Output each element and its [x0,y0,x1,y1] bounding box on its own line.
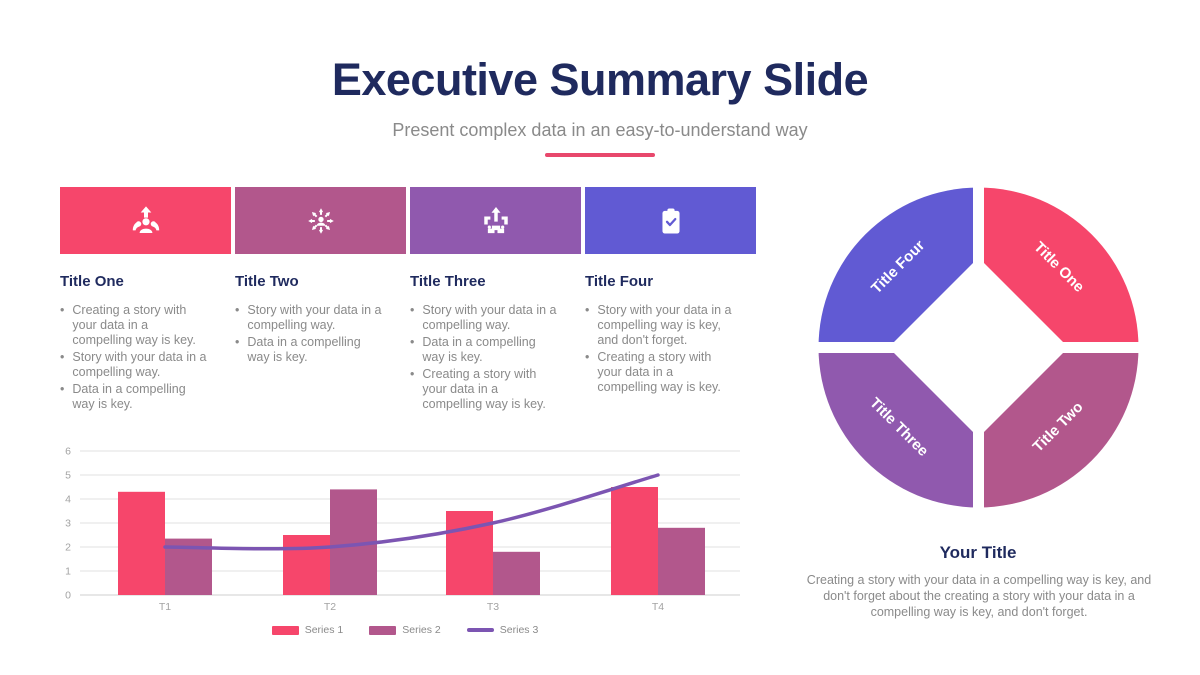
legend-label: Series 2 [402,624,441,636]
bar-series1 [611,487,658,595]
bar-series2 [658,527,705,595]
bar-series1 [283,535,330,595]
merge-arrows-icon [483,206,508,233]
legend-bar-swatch [271,625,299,635]
bullet-item: • Data in a compelling way is key. [60,382,186,411]
x-axis-tick-label: T1 [159,601,171,613]
accent-divider [545,153,655,157]
bullet-item: • Story with your data in a compelling wa… [410,303,557,332]
legend-label: Series 1 [304,624,344,636]
legend-line-swatch [466,628,494,632]
legend-item: Series 1 [271,624,344,636]
column-title: Title One [60,273,124,290]
y-axis-tick-label: 3 [65,518,71,530]
header-segment-three [410,187,581,254]
column-two: Title Two • Story with your data in a com… [235,273,406,414]
y-axis-tick-label: 0 [65,590,71,602]
bullet-list: • Story with your data in a compelling wa… [410,303,581,412]
bullet-list: • Story with your data in a compelling wa… [235,303,406,365]
bullet-item: • Creating a story with your data in a co… [60,303,196,347]
bullet-item: • Data in a compelling way is key. [235,335,361,364]
bar-line-chart: 0 1 2 3 4 5 6 T1 T2 T3 T4 [65,446,740,613]
bullet-glyph: • [60,350,65,364]
bullet-item: • Story with your data in a compelling wa… [60,350,207,379]
page-title: Executive Summary Slide [331,54,869,105]
person-expand-icon [306,206,335,235]
y-axis-tick-label: 2 [65,542,71,554]
bullet-item: • Creating a story with your data in a co… [410,367,546,411]
bullet-list: • Story with your data in a compelling wa… [585,303,756,395]
bullet-item: • Creating a story with your data in a co… [585,350,721,394]
legend-label: Series 3 [499,624,539,636]
column-three: Title Three • Story with your data in a c… [410,273,581,414]
line-series3 [163,473,660,551]
quadrant-cycle-diagram: Title One Title Two Title Three Title Fo… [815,183,1142,512]
x-axis-tick-label: T2 [324,601,336,613]
column-four: Title Four • Story with your data in a co… [585,273,756,414]
legend-bar-swatch [369,625,397,635]
column-one: Title One • Creating a story with your da… [60,273,231,414]
column-title: Title Three [410,273,486,290]
person-growth-icon [132,205,159,233]
legend-item: Series 3 [466,624,539,636]
bullet-glyph: • [585,350,590,364]
bullet-glyph: • [60,382,65,396]
y-axis-tick-label: 1 [65,566,71,578]
diagram-caption-description: Creating a story with your data in a com… [806,573,1152,619]
columns-row: Title One • Creating a story with your da… [60,273,756,414]
y-axis-tick-label: 6 [65,446,71,458]
column-title: Title Two [235,273,299,290]
header-segment-four [585,187,756,254]
page-subtitle: Present complex data in an easy-to-under… [392,120,808,140]
bullet-glyph: • [410,367,415,381]
clipboard-check-icon [661,207,680,234]
header-segment-one [60,187,231,254]
bar-series1 [118,491,165,595]
header-segment-two [235,187,406,254]
legend-item: Series 2 [369,624,441,636]
bullet-glyph: • [235,303,240,317]
bullet-item: • Story with your data in a compelling wa… [235,303,382,332]
chart-legend: Series 1 Series 2 Series 3 [60,624,750,636]
bullet-glyph: • [585,303,590,317]
x-axis-tick-label: T3 [487,601,499,613]
bullet-glyph: • [235,335,240,349]
column-title: Title Four [585,273,654,290]
icon-header-bar [60,187,756,254]
bullet-item: • Story with your data in a compelling wa… [585,303,732,347]
x-axis-tick-label: T4 [652,601,664,613]
bullet-glyph: • [60,303,65,317]
bullet-glyph: • [410,335,415,349]
y-axis-tick-label: 4 [65,494,71,506]
bullet-list: • Creating a story with your data in a co… [60,303,231,412]
bullet-glyph: • [410,303,415,317]
summary-columns-section: Title One • Creating a story with your da… [60,187,756,414]
diagram-caption-title: Your Title [939,543,1017,562]
bullet-item: • Data in a compelling way is key. [410,335,536,364]
y-axis-tick-label: 5 [65,470,71,482]
bar-series2 [493,551,540,595]
